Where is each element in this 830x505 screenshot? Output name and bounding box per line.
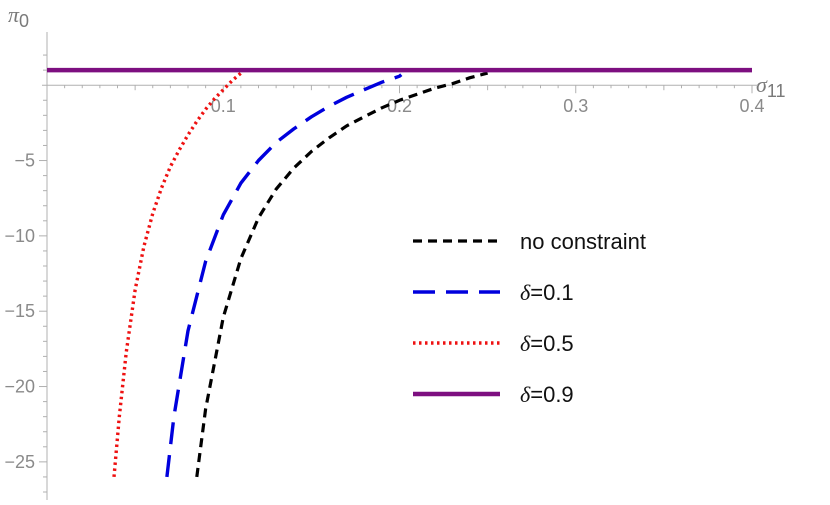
x-tick-label: 0.1 (211, 96, 236, 116)
x-axis-subscript: 11 (767, 81, 786, 101)
axes: 0.1 0.2 0.3 0.4 −5 −10 −15 −20 −25 (4, 32, 765, 500)
svg-text:σ11: σ11 (756, 72, 786, 101)
series-layer (47, 67, 752, 478)
legend-label: δ=0.1 (520, 280, 574, 305)
legend-item-0: no constraint (413, 229, 646, 254)
legend-label: δ=0.9 (520, 382, 574, 407)
legend-label: no constraint (520, 229, 646, 254)
x-tick-label: 0.3 (563, 96, 588, 116)
y-tick-label: −15 (4, 301, 35, 321)
x-tick-label: 0.2 (387, 96, 412, 116)
y-axis-subscript: 0 (19, 11, 29, 31)
legend-item-1: δ=0.1 (413, 280, 574, 305)
x-axis-symbol: σ (756, 72, 768, 97)
y-axis-title: π0 (8, 2, 29, 31)
legend-item-3: δ=0.9 (413, 382, 574, 407)
series-line-1 (165, 73, 403, 478)
y-axis-symbol: π (8, 2, 20, 27)
y-tick-label: −10 (4, 226, 35, 246)
legend-label: δ=0.5 (520, 331, 574, 356)
y-tick-label: −25 (4, 452, 35, 472)
series-line-2 (112, 71, 243, 478)
y-tick-label: −20 (4, 377, 35, 397)
series-line-0 (195, 71, 489, 478)
y-tick-label: −5 (14, 151, 35, 171)
x-axis-title: σ11 (756, 72, 786, 101)
legend-item-2: δ=0.5 (413, 331, 574, 356)
legend: no constraint δ=0.1 δ=0.5 δ=0.9 (413, 229, 646, 407)
x-tick-label: 0.4 (739, 96, 764, 116)
svg-text:π0: π0 (8, 2, 29, 31)
